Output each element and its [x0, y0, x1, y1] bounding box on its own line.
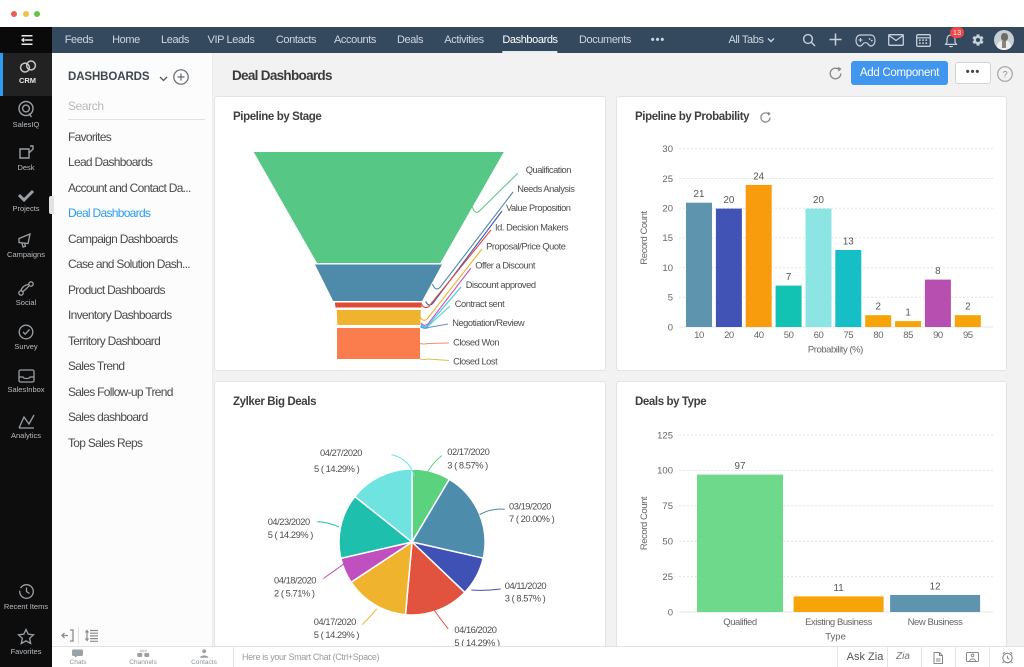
svg-text:25: 25 [662, 572, 673, 583]
svg-text:0: 0 [668, 607, 673, 618]
svg-text:7 ( 20.00% ): 7 ( 20.00% ) [509, 514, 555, 524]
svg-text:7: 7 [786, 272, 791, 283]
svg-text:04/23/2020: 04/23/2020 [268, 517, 310, 527]
svg-text:Existing Business: Existing Business [805, 617, 873, 628]
svg-text:10: 10 [694, 330, 704, 341]
svg-text:2 ( 5.71% ): 2 ( 5.71% ) [274, 589, 315, 599]
svg-text:75: 75 [843, 330, 853, 341]
svg-text:20: 20 [813, 195, 824, 206]
svg-text:97: 97 [735, 461, 746, 472]
svg-text:02/17/2020: 02/17/2020 [447, 447, 489, 457]
svg-text:3 ( 8.57% ): 3 ( 8.57% ) [447, 460, 488, 470]
svg-text:Value Proposition: Value Proposition [506, 203, 571, 213]
svg-text:Needs Analysis: Needs Analysis [517, 184, 575, 194]
svg-text:95: 95 [963, 330, 973, 341]
svg-text:2: 2 [875, 302, 880, 313]
svg-text:12: 12 [930, 582, 941, 593]
svg-text:15: 15 [662, 233, 673, 244]
svg-text:20: 20 [724, 330, 734, 341]
svg-text:50: 50 [784, 330, 794, 341]
svg-text:Discount approved: Discount approved [466, 280, 536, 290]
svg-text:04/17/2020: 04/17/2020 [314, 617, 356, 627]
svg-text:8: 8 [935, 266, 941, 277]
svg-text:30: 30 [662, 144, 673, 155]
svg-text:5 ( 14.29% ): 5 ( 14.29% ) [454, 638, 500, 646]
svg-text:Closed Lost: Closed Lost [453, 357, 498, 367]
svg-text:5: 5 [668, 293, 673, 304]
svg-text:New Business: New Business [908, 617, 963, 628]
svg-text:1: 1 [905, 308, 910, 319]
svg-text:04/11/2020: 04/11/2020 [505, 581, 547, 591]
svg-text:Contract sent: Contract sent [455, 299, 505, 309]
svg-text:Qualified: Qualified [723, 617, 757, 628]
svg-text:2: 2 [965, 302, 970, 313]
svg-text:04/27/2020: 04/27/2020 [320, 448, 362, 458]
svg-text:Id. Decision Makers: Id. Decision Makers [495, 222, 569, 232]
svg-text:Proposal/Price Quote: Proposal/Price Quote [486, 242, 566, 252]
svg-text:21: 21 [694, 189, 705, 200]
svg-text:Probability (%): Probability (%) [808, 345, 863, 356]
svg-text:03/19/2020: 03/19/2020 [509, 501, 551, 511]
svg-text:25: 25 [662, 174, 673, 185]
svg-text:24: 24 [753, 171, 764, 182]
svg-text:5 ( 14.29% ): 5 ( 14.29% ) [314, 464, 360, 474]
svg-text:40: 40 [754, 330, 764, 341]
svg-text:Qualification: Qualification [526, 165, 572, 175]
svg-text:5 ( 14.29% ): 5 ( 14.29% ) [268, 530, 314, 540]
svg-text:20: 20 [723, 195, 734, 206]
svg-text:20: 20 [662, 204, 673, 215]
svg-text:5 ( 14.29% ): 5 ( 14.29% ) [314, 630, 360, 640]
svg-text:Offer a Discount: Offer a Discount [475, 261, 536, 271]
svg-text:3 ( 8.57% ): 3 ( 8.57% ) [505, 594, 546, 604]
svg-text:###: ### [139, 649, 147, 653]
svg-text:Record Count: Record Count [639, 496, 650, 550]
svg-text:04/16/2020: 04/16/2020 [454, 625, 496, 635]
svg-text:90: 90 [933, 330, 943, 341]
svg-text:80: 80 [873, 330, 883, 341]
svg-text:Negotiation/Review: Negotiation/Review [452, 318, 525, 328]
svg-text:60: 60 [814, 330, 824, 341]
svg-text:Closed Won: Closed Won [453, 337, 499, 347]
svg-text:50: 50 [662, 537, 673, 548]
svg-text:13: 13 [843, 237, 854, 248]
svg-text:?: ? [1002, 69, 1007, 80]
svg-text:Type: Type [825, 632, 846, 643]
svg-text:0: 0 [668, 322, 673, 333]
svg-text:75: 75 [662, 501, 673, 512]
svg-text:04/18/2020: 04/18/2020 [274, 576, 316, 586]
svg-text:Record Count: Record Count [639, 211, 650, 265]
svg-text:10: 10 [662, 263, 673, 274]
svg-text:100: 100 [657, 466, 673, 477]
svg-text:125: 125 [657, 430, 673, 441]
svg-text:11: 11 [834, 583, 844, 594]
svg-text:85: 85 [903, 330, 913, 341]
